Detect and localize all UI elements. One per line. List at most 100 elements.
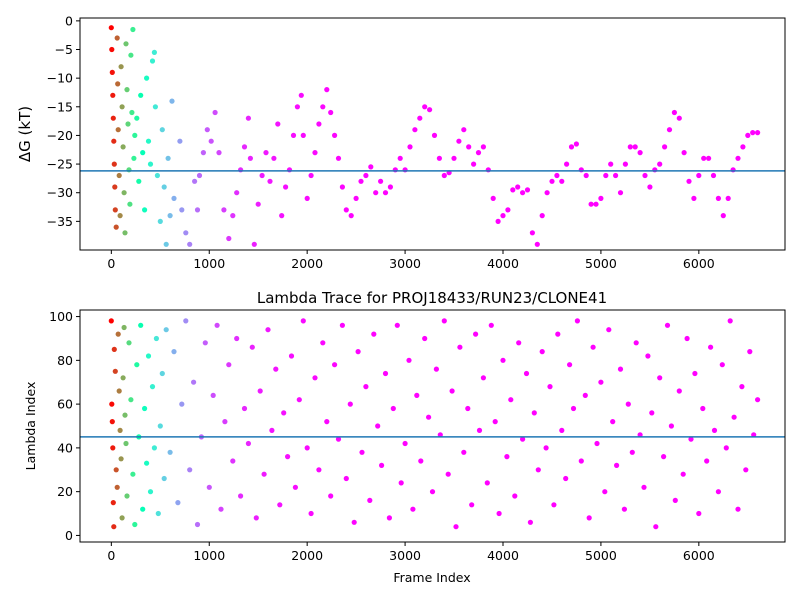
lambda-point (265, 327, 271, 333)
dg-point (138, 92, 144, 98)
lambda-point (488, 322, 494, 328)
dg-point (121, 190, 127, 196)
lambda-point (123, 440, 129, 447)
dg-point (332, 132, 338, 138)
lambda-point (390, 405, 396, 412)
dg-point (183, 230, 189, 236)
dg-point (152, 104, 158, 110)
dg-point (573, 141, 580, 147)
lambda-point (230, 458, 236, 464)
lambda-point (241, 405, 248, 412)
dg-point (124, 87, 130, 93)
lambda-point (504, 454, 510, 460)
dg-point (436, 155, 442, 161)
lambda-point (339, 322, 345, 328)
dg-point (298, 92, 304, 98)
dg-point (114, 35, 120, 41)
dg-point (353, 195, 359, 201)
dg-point (524, 187, 531, 193)
lambda-point (551, 502, 557, 508)
dg-point (112, 207, 118, 213)
dg-point (159, 127, 165, 133)
dg-point (363, 172, 369, 179)
dg-point (701, 155, 707, 161)
lambda-point (422, 335, 428, 342)
lambda-point (543, 445, 549, 451)
lambda-y-tick-label: 40 (57, 440, 73, 455)
dg-point (681, 150, 687, 156)
dg-point (234, 190, 240, 196)
lambda-x-tick-label: 5000 (585, 548, 617, 563)
lambda-point (308, 510, 314, 517)
dg-point (154, 172, 160, 179)
lambda-point (594, 440, 600, 447)
dg-y-tick-label: 0 (65, 13, 73, 28)
lambda-point (261, 471, 267, 477)
lambda-point (108, 318, 114, 324)
lambda-point (414, 392, 420, 398)
dg-point (613, 172, 619, 179)
dg-point (417, 115, 423, 121)
lambda-point (590, 344, 596, 350)
lambda-point (332, 362, 338, 368)
lambda-point (245, 440, 251, 447)
lambda-point (610, 419, 616, 425)
dg-point (115, 81, 121, 87)
lambda-point (578, 458, 584, 464)
dg-point (129, 109, 135, 116)
dg-point (177, 138, 183, 144)
dg-point (725, 195, 731, 201)
dg-point (348, 213, 354, 219)
lambda-point (355, 349, 361, 355)
lambda-point (234, 335, 240, 342)
lambda-point (110, 500, 116, 506)
dg-point (466, 144, 472, 150)
lambda-point (128, 397, 134, 403)
dg-point (662, 144, 668, 150)
lambda-point (394, 322, 400, 328)
lambda-point (316, 467, 322, 473)
lambda-point (602, 489, 608, 495)
dg-point (554, 172, 560, 179)
lambda-point (582, 392, 588, 398)
lambda-point (574, 318, 581, 324)
lambda-point (567, 362, 573, 368)
dg-point (134, 115, 140, 121)
dg-point (230, 213, 236, 219)
dg-point (471, 161, 477, 167)
dg-point (750, 130, 756, 136)
lambda-point (649, 410, 655, 416)
lambda-x-tick-label: 6000 (683, 548, 715, 563)
lambda-point (672, 497, 678, 503)
dg-point (500, 213, 506, 219)
dg-point (529, 230, 536, 236)
dg-point (113, 224, 119, 230)
dg-point (308, 172, 314, 179)
lambda-y-ticks: 0 20 40 60 80 100 (49, 309, 80, 543)
dg-point (691, 195, 697, 201)
dg-point (128, 52, 134, 58)
dg-y-tick-label: −20 (47, 128, 73, 143)
lambda-point (116, 388, 122, 394)
lambda-point (120, 375, 126, 381)
dg-point (144, 75, 150, 81)
lambda-point (449, 388, 455, 394)
lambda-point (191, 379, 197, 385)
dg-point (657, 161, 663, 167)
dg-x-tick-label: 2000 (291, 256, 323, 271)
dg-point (294, 104, 300, 110)
lambda-point (496, 510, 502, 517)
dg-point (324, 87, 330, 93)
lambda-point (755, 397, 761, 403)
dg-point (300, 132, 306, 138)
lambda-point (118, 456, 124, 462)
dg-panel: 0 1000 2000 3000 4000 5000 6000 0 −5 −10 −15 −20 −2… (16, 13, 786, 271)
dg-point (593, 201, 599, 207)
lambda-point (625, 401, 631, 407)
dg-point (131, 155, 137, 161)
dg-point (110, 115, 116, 121)
lambda-point (637, 432, 643, 438)
lambda-point (132, 521, 138, 528)
dg-y-tick-label: −25 (47, 157, 73, 172)
dg-point (339, 184, 345, 190)
